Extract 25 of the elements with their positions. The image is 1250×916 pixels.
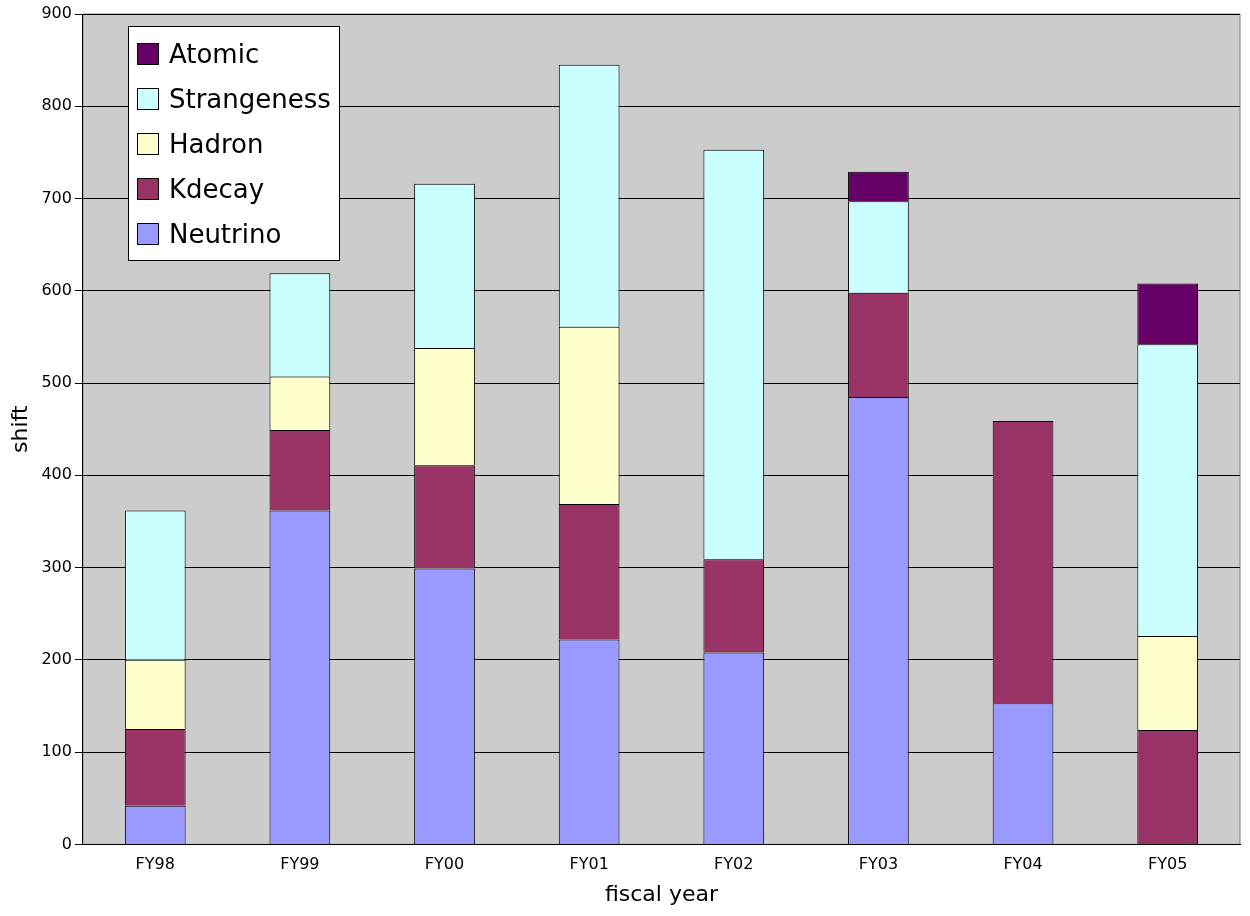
y-tick-label: 100 — [41, 741, 72, 761]
y-tick-label: 800 — [41, 95, 72, 115]
x-tick-label: FY04 — [1003, 854, 1043, 874]
x-tick-label: FY02 — [714, 854, 754, 874]
x-tick-label: FY03 — [858, 854, 899, 874]
y-tick-label: 600 — [41, 279, 72, 299]
y-tick-label: 500 — [41, 372, 72, 392]
x-axis-title: fiscal year — [604, 880, 719, 906]
y-tick-label: 300 — [41, 556, 72, 576]
x-tick-label: FY01 — [569, 854, 609, 874]
y-tick-label: 0 — [61, 833, 72, 853]
legend-label: Atomic — [168, 38, 260, 69]
x-tick-label: FY00 — [424, 854, 465, 874]
legend-label: Kdecay — [168, 173, 265, 204]
legend-label: Strangeness — [168, 83, 331, 114]
y-tick-label: 400 — [41, 464, 72, 484]
y-tick-label: 200 — [41, 649, 72, 669]
y-axis-title: shift — [6, 405, 32, 453]
legend-label: Neutrino — [168, 218, 282, 249]
x-tick-label: FY99 — [280, 854, 320, 874]
y-tick-label: 700 — [41, 187, 72, 207]
x-tick-label: FY05 — [1148, 854, 1188, 874]
legend-label: Hadron — [168, 128, 264, 159]
x-tick-label: FY98 — [135, 854, 175, 874]
y-tick-label: 900 — [41, 3, 72, 23]
